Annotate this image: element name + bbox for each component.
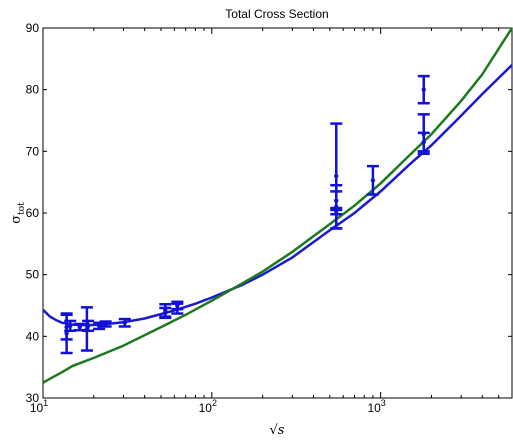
data-marker — [163, 308, 168, 313]
x-tick-label-exponent: 3 — [381, 398, 386, 408]
x-axis-label: √s — [270, 423, 285, 438]
data-point — [99, 320, 112, 328]
data-point — [171, 300, 184, 311]
plot-frame — [42, 27, 513, 399]
data-marker — [370, 178, 376, 183]
x-tick-label: 103 — [367, 398, 385, 415]
y-tick-label: 60 — [26, 206, 40, 220]
data-point — [73, 322, 86, 332]
chart-title: Total Cross Section — [225, 7, 328, 21]
data-marker — [175, 303, 180, 308]
fit-curve — [42, 64, 513, 327]
data-marker — [77, 324, 82, 330]
data-marker — [334, 173, 339, 179]
x-tick-label: 101 — [30, 398, 48, 415]
data-point — [60, 312, 73, 355]
y-axis-label-sub: tot — [17, 202, 27, 215]
svg-text:σtot: σtot — [9, 202, 27, 224]
data-point — [417, 131, 430, 153]
y-tick-label: 30 — [26, 391, 40, 405]
y-axis-label: σtot — [9, 202, 27, 224]
data-marker — [85, 323, 91, 329]
x-tick-label-base: 10 — [30, 401, 44, 415]
data-point — [366, 164, 379, 196]
data-point — [159, 303, 172, 318]
data-marker — [421, 87, 426, 92]
data-point — [330, 206, 343, 216]
x-tick-label-exponent: 1 — [43, 398, 48, 408]
data-marker — [68, 323, 73, 329]
data-marker — [103, 321, 108, 327]
x-tick-label-base: 10 — [199, 401, 213, 415]
data-marker — [421, 139, 426, 145]
x-tick-label-exponent: 2 — [212, 398, 217, 408]
y-axis-label-main: σ — [9, 215, 24, 224]
data-marker — [64, 331, 69, 336]
data-marker — [334, 208, 339, 214]
data-marker — [122, 320, 127, 325]
data-point — [82, 319, 95, 333]
fit-curve — [42, 27, 513, 384]
y-tick-label: 90 — [26, 21, 40, 35]
y-tick-label: 80 — [26, 83, 40, 97]
y-tick-label: 50 — [26, 268, 40, 282]
x-tick-label-base: 10 — [367, 401, 381, 415]
y-tick-label: 70 — [26, 144, 40, 158]
y-tick-label: 40 — [26, 329, 40, 343]
data-point — [417, 74, 430, 105]
x-tick-label: 102 — [199, 398, 217, 415]
data-point — [118, 317, 131, 328]
